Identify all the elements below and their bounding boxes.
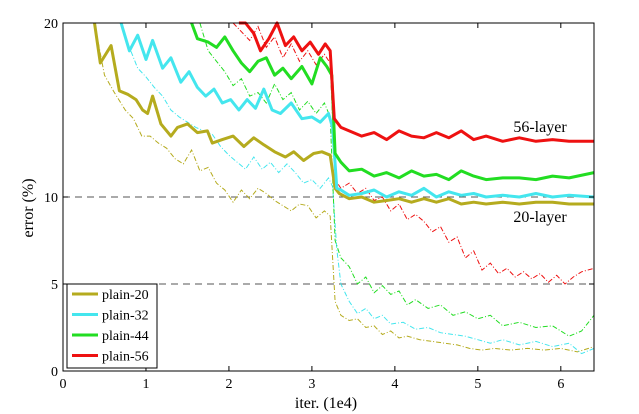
y-tick-label: 10 <box>44 191 58 206</box>
x-tick-label: 1 <box>142 377 149 392</box>
x-tick-label: 3 <box>308 377 315 392</box>
y-tick-label: 20 <box>44 17 58 32</box>
x-tick-label: 4 <box>391 377 398 392</box>
plain-20-test-line <box>94 22 595 353</box>
legend-label-plain-56: plain-56 <box>102 350 149 365</box>
legend: plain-20 plain-32 plain-44 plain-56 <box>66 283 158 369</box>
annotation-20-layer: 20-layer <box>513 209 567 226</box>
plain-56-test-line <box>232 22 595 285</box>
legend-label-plain-20: plain-20 <box>102 288 149 303</box>
y-tick-label: 0 <box>51 365 58 380</box>
x-axis-label: iter. (1e4) <box>295 395 357 412</box>
train-error-series <box>93 21 595 206</box>
x-tick-label: 6 <box>557 377 564 392</box>
legend-label-plain-44: plain-44 <box>102 329 149 344</box>
x-tick-label: 2 <box>225 377 232 392</box>
plain-20-train-line <box>93 22 594 206</box>
x-axis-ticks: 0 1 2 3 4 5 6 <box>60 23 564 392</box>
plain-44-test-line <box>199 22 595 337</box>
plain-44-train-line <box>190 22 595 182</box>
x-tick-label: 5 <box>474 377 481 392</box>
y-axis-label: error (%) <box>20 178 37 237</box>
y-tick-label: 5 <box>51 278 58 293</box>
annotation-56-layer: 56-layer <box>513 119 567 136</box>
test-error-series <box>94 22 595 355</box>
y-axis-ticks: 0 5 10 20 <box>44 17 594 380</box>
plain-32-train-line <box>119 22 595 199</box>
plain-56-train-line <box>238 21 594 143</box>
plain-32-test-line <box>120 22 595 355</box>
x-tick-label: 0 <box>60 377 67 392</box>
legend-label-plain-32: plain-32 <box>102 309 149 324</box>
